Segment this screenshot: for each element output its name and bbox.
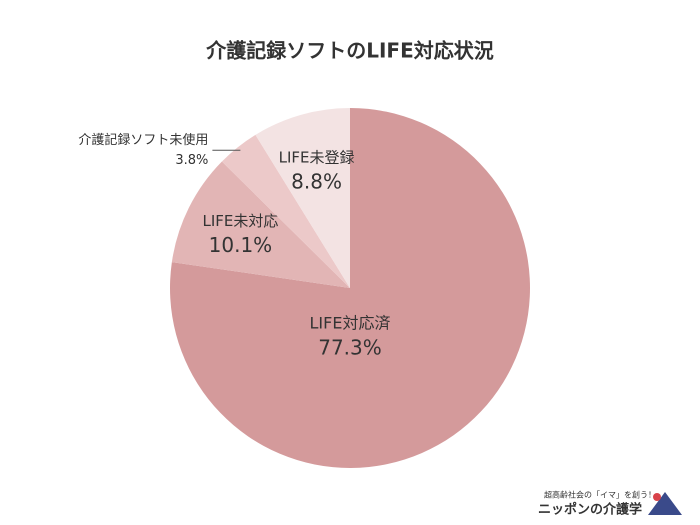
pie-slice: [255, 108, 350, 288]
value-label: 8.8%: [291, 170, 342, 194]
logo-name: ニッポンの介護学: [538, 502, 642, 518]
pie-slice: [171, 161, 350, 288]
logo-tagline: 超高齢社会の「イマ」を創う！: [544, 490, 656, 500]
value-label: 10.1%: [209, 233, 273, 257]
pie-slice: [221, 134, 350, 288]
slice-label: 介護記録ソフト未使用: [78, 132, 208, 148]
slice-label: LIFE対応済: [310, 314, 391, 333]
value-label: 77.3%: [318, 336, 382, 360]
logo-icon: [648, 492, 682, 515]
logo-sun: [653, 493, 661, 501]
slice-label: LIFE未対応: [202, 212, 278, 230]
chart-title: 介護記録ソフトのLIFE対応状況: [205, 39, 494, 63]
value-label: 3.8%: [175, 153, 208, 168]
slice-label: LIFE未登録: [279, 149, 355, 167]
